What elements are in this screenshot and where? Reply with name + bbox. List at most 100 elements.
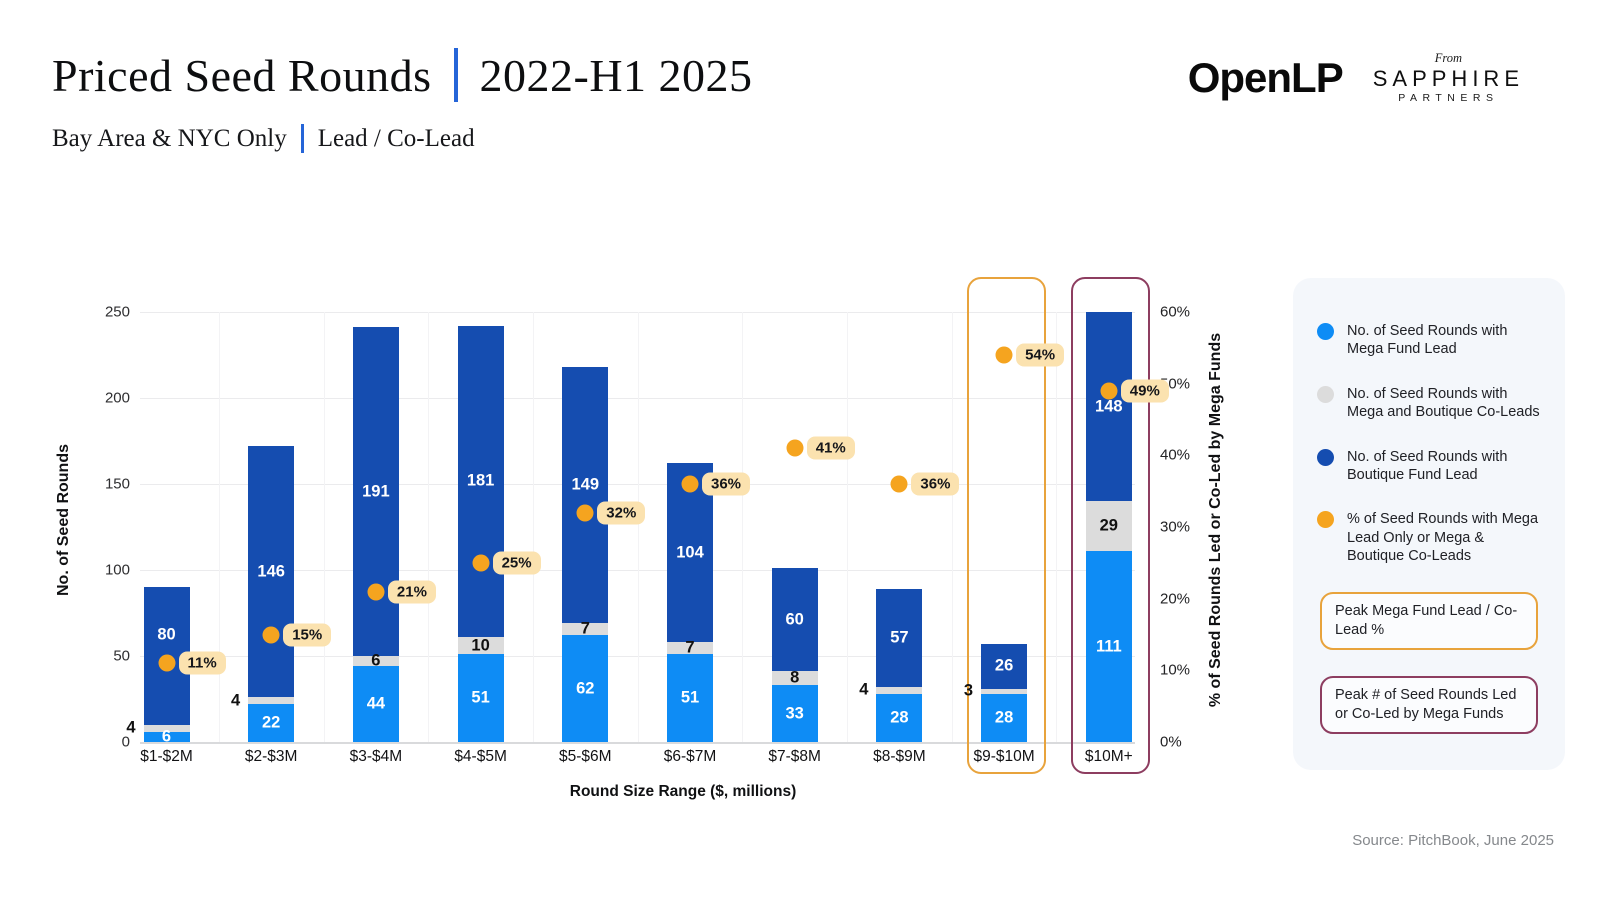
source-text: Source: PitchBook, June 2025 xyxy=(1352,832,1554,849)
bar-segment[interactable] xyxy=(876,686,923,694)
x-axis-tick: $4-$5M xyxy=(454,748,507,765)
page-subtitle: Bay Area & NYC Only Lead / Co-Lead xyxy=(52,124,475,153)
bar-segment[interactable] xyxy=(981,688,1028,694)
bar-value-label: 4 xyxy=(859,680,869,699)
bar-value-label: 60 xyxy=(785,610,804,629)
h-gridline xyxy=(140,570,1135,571)
x-axis-tick: $7-$8M xyxy=(768,748,821,765)
pct-value-pill: 25% xyxy=(492,551,541,575)
v-gridline xyxy=(951,312,953,742)
bar-segment[interactable] xyxy=(457,637,504,655)
legend-item: % of Seed Rounds with Mega Lead Only or … xyxy=(1317,510,1547,565)
bar-segment[interactable] xyxy=(457,654,504,742)
bar-segment[interactable] xyxy=(981,643,1028,689)
title-left: Priced Seed Rounds xyxy=(52,49,432,101)
bar-segment[interactable] xyxy=(1085,312,1132,502)
pct-dot[interactable] xyxy=(367,583,385,600)
y-axis-right-tick: 30% xyxy=(1160,518,1191,536)
x-axis-line xyxy=(140,742,1135,744)
pct-dot[interactable] xyxy=(576,504,594,522)
bar-segment[interactable] xyxy=(876,588,923,687)
bar-segment[interactable] xyxy=(562,623,609,636)
pct-dot[interactable] xyxy=(472,554,490,572)
bar-value-label: 191 xyxy=(362,482,390,501)
bar-segment[interactable] xyxy=(981,693,1028,742)
bar-segment[interactable] xyxy=(248,697,295,705)
pct-dot[interactable] xyxy=(786,439,804,457)
v-gridline xyxy=(637,312,639,742)
bar-segment[interactable] xyxy=(1085,551,1132,742)
bar-segment[interactable] xyxy=(248,446,295,698)
y-axis-left-tick: 150 xyxy=(104,475,130,493)
y-axis-label-left: No. of Seed Rounds xyxy=(55,444,72,596)
y-axis-right-tick: 0% xyxy=(1160,733,1182,751)
pct-value-pill: 36% xyxy=(911,472,960,496)
bar-segment[interactable] xyxy=(771,671,818,686)
bar-value-label: 6 xyxy=(161,727,172,746)
pct-value-pill: 21% xyxy=(387,580,436,603)
y-axis-left-tick: 250 xyxy=(104,303,130,321)
highlight-box-0 xyxy=(966,277,1046,774)
h-gridline xyxy=(140,656,1135,657)
legend-swatch-icon xyxy=(1317,448,1334,466)
bar-segment[interactable] xyxy=(667,642,713,655)
bar-segment[interactable] xyxy=(352,666,399,742)
bar-segment[interactable] xyxy=(248,704,295,742)
bar-segment[interactable] xyxy=(562,367,609,624)
pct-dot[interactable] xyxy=(995,346,1013,364)
bar-value-label: 62 xyxy=(576,679,595,698)
h-gridline xyxy=(140,398,1135,399)
x-axis-tick: $5-$6M xyxy=(559,748,612,765)
pct-dot[interactable] xyxy=(1100,382,1118,400)
logos: OpenLP From SAPPHIRE PARTNERS xyxy=(1188,52,1524,103)
bar-value-label: 28 xyxy=(890,708,909,727)
bar-value-label: 80 xyxy=(157,625,176,644)
legend-item-label: No. of Seed Rounds with Mega and Boutiqu… xyxy=(1347,385,1540,421)
bar-segment[interactable] xyxy=(143,731,190,742)
v-gridline xyxy=(1056,312,1058,742)
pct-value-pill: 54% xyxy=(1016,343,1065,367)
legend-item-label: No. of Seed Rounds with Boutique Fund Le… xyxy=(1347,448,1508,484)
bar-value-label: 111 xyxy=(1095,637,1122,656)
v-gridline xyxy=(218,312,220,742)
bar-value-label: 146 xyxy=(257,562,285,581)
pct-dot[interactable] xyxy=(158,654,175,672)
h-gridline xyxy=(140,484,1135,485)
bar-segment[interactable] xyxy=(562,635,609,742)
x-axis-tick: $8-$9M xyxy=(873,748,926,765)
pct-dot[interactable] xyxy=(890,475,908,493)
subtitle-left: Bay Area & NYC Only xyxy=(52,124,287,152)
legend-swatch-icon xyxy=(1317,511,1334,529)
callout-peak-pct-label: Peak Mega Fund Lead / Co-Lead % xyxy=(1335,603,1518,639)
pct-value-pill: 49% xyxy=(1120,379,1169,403)
callout-peak-count: Peak # of Seed Rounds Led or Co-Led by M… xyxy=(1320,676,1538,735)
bar-segment[interactable] xyxy=(457,325,504,638)
legend-swatch-icon xyxy=(1317,385,1334,403)
sapphire-partners-logo: From SAPPHIRE PARTNERS xyxy=(1373,52,1524,103)
bar-segment[interactable] xyxy=(771,685,818,742)
v-gridline xyxy=(323,312,325,742)
pct-dot[interactable] xyxy=(262,626,280,643)
bar-segment[interactable] xyxy=(143,724,190,732)
x-axis-tick: $2-$3M xyxy=(244,748,298,765)
bar-value-label: 4 xyxy=(126,718,136,737)
x-axis-tick: $3-$4M xyxy=(349,748,403,765)
bar-value-label: 4 xyxy=(231,691,241,710)
callout-peak-count-label: Peak # of Seed Rounds Led or Co-Led by M… xyxy=(1335,687,1517,723)
bar-segment[interactable] xyxy=(876,693,923,742)
bar-value-label: 26 xyxy=(994,656,1014,675)
bar-value-label: 33 xyxy=(785,704,804,723)
bar-value-label: 3 xyxy=(963,681,974,700)
bar-segment[interactable] xyxy=(1085,501,1132,552)
y-axis-left-tick: 50 xyxy=(113,647,130,665)
bar-value-label: 148 xyxy=(1095,397,1123,416)
legend-item-label: No. of Seed Rounds with Mega Fund Lead xyxy=(1347,323,1508,358)
bar-segment[interactable] xyxy=(667,654,713,742)
bar-segment[interactable] xyxy=(352,656,399,667)
openlp-logo: OpenLP xyxy=(1187,53,1344,101)
bar-value-label: 29 xyxy=(1099,516,1118,535)
bar-segment[interactable] xyxy=(771,568,818,672)
pct-dot[interactable] xyxy=(681,475,699,493)
bar-value-label: 149 xyxy=(571,475,600,494)
